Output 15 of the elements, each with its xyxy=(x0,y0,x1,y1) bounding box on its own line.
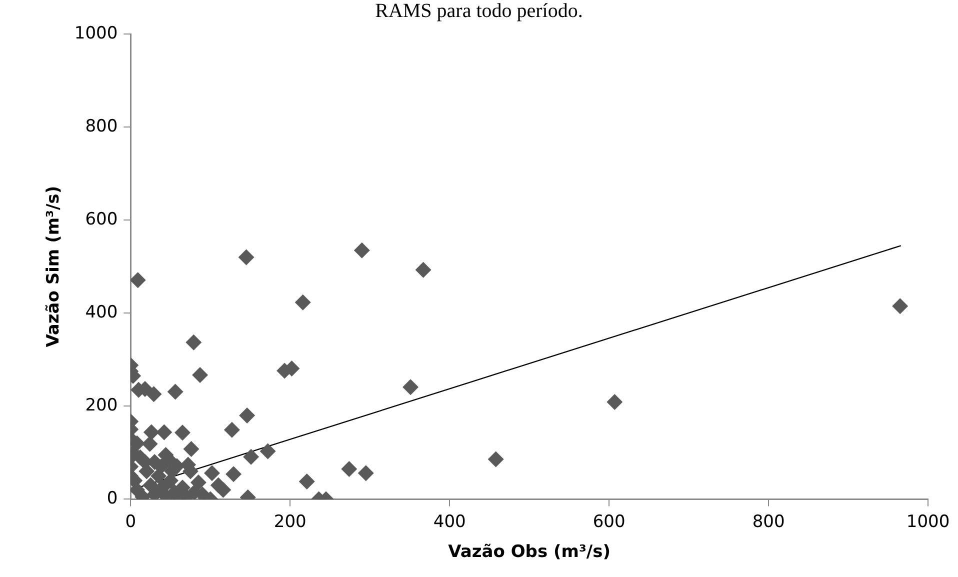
y-axis-title: Vazão Sim (m³/s) xyxy=(44,186,64,348)
x-axis-title: Vazão Obs (m³/s) xyxy=(448,542,611,562)
x-tick-label: 400 xyxy=(433,512,466,532)
text: RAMS para todo período. xyxy=(374,0,584,23)
y-tick-label: 200 xyxy=(85,396,118,416)
x-tick-label: 0 xyxy=(125,512,136,532)
x-tick-label: 200 xyxy=(274,512,306,532)
y-tick-label: 400 xyxy=(85,302,118,323)
y-tick-label: 800 xyxy=(85,116,118,136)
y-tick-label: 0 xyxy=(106,488,118,509)
x-tick-label: 600 xyxy=(592,512,626,532)
x-tick-label: 1000 xyxy=(906,512,950,532)
y-tick-label: 600 xyxy=(85,210,118,230)
y-tick-label: 1000 xyxy=(74,23,118,44)
x-tick-label: 800 xyxy=(752,512,785,532)
